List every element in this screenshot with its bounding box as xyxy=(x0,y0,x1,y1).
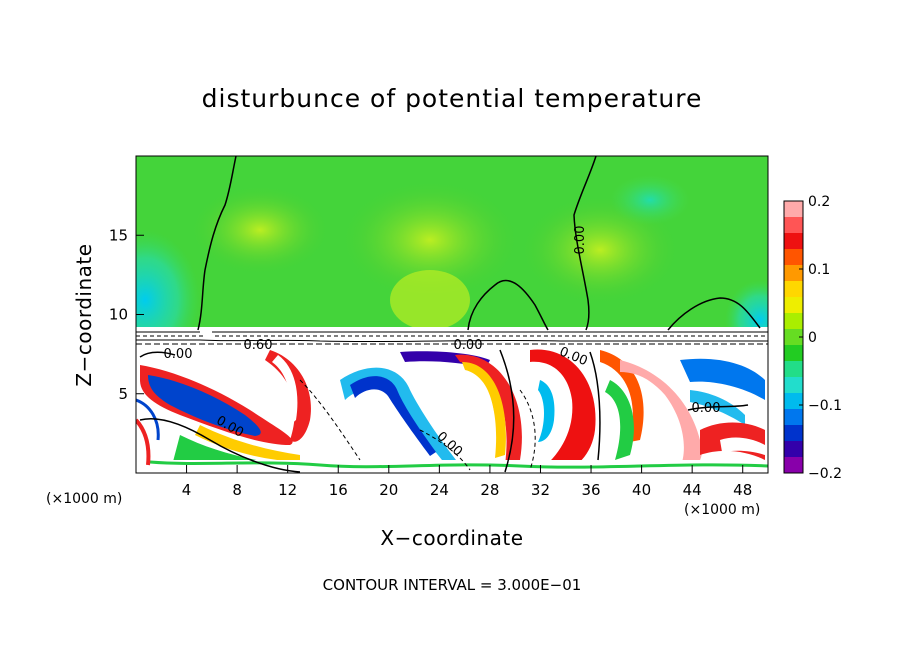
colorbar-swatch xyxy=(784,409,803,426)
x-tick-label: 4 xyxy=(182,481,192,499)
colorbar-swatch xyxy=(784,345,803,362)
colorbar-tick-label: 0 xyxy=(808,330,817,346)
colorbar-tick-label: −0.2 xyxy=(808,466,842,482)
colorbar-tick-label: 0.2 xyxy=(808,194,830,210)
x-axis: 4 8 12 16 20 24 28 32 36 40 44 48 xyxy=(182,465,752,499)
x-tick-label: 40 xyxy=(632,481,651,499)
colorbar-swatch xyxy=(784,329,803,346)
colorbar-tick-label: −0.1 xyxy=(808,398,842,414)
x-tick-label: 28 xyxy=(480,481,499,499)
contour-label: 0.00 xyxy=(573,226,588,255)
chart-title: disturbunce of potential temperature xyxy=(201,84,703,113)
contour-interval-note: CONTOUR INTERVAL = 3.000E−01 xyxy=(322,576,582,594)
x-axis-label: X−coordinate xyxy=(380,526,524,550)
x-tick-label: 44 xyxy=(683,481,702,499)
colorbar-swatch xyxy=(784,377,803,394)
colorbar-swatch xyxy=(784,457,803,474)
colorbar-swatch xyxy=(784,361,803,378)
warm-region xyxy=(340,180,520,300)
warm-region xyxy=(390,270,470,330)
x-tick-label: 48 xyxy=(733,481,752,499)
colorbar-swatch xyxy=(784,265,803,282)
contour-label: 0.00 xyxy=(164,347,193,362)
cool-region xyxy=(610,175,690,225)
x-tick-label: 16 xyxy=(329,481,348,499)
y-tick-label: 10 xyxy=(109,306,128,324)
colorbar-swatch xyxy=(784,441,803,458)
colorbar-swatch xyxy=(784,217,803,234)
colorbar-swatch xyxy=(784,297,803,314)
x-tick-label: 12 xyxy=(278,481,297,499)
colorbar-swatch xyxy=(784,249,803,266)
y-tick-label: 5 xyxy=(118,385,128,403)
y-axis-label: Z−coordinate xyxy=(72,243,96,387)
colorbar-swatch xyxy=(784,425,803,442)
x-tick-label: 36 xyxy=(581,481,600,499)
x-unit-label: (×1000 m) xyxy=(46,491,123,507)
x-tick-label: 20 xyxy=(379,481,398,499)
x-tick-label: 8 xyxy=(232,481,242,499)
x-tick-label: 32 xyxy=(531,481,550,499)
transition-band xyxy=(136,327,768,349)
warm-filament xyxy=(455,354,522,465)
contour-label: 0.00 xyxy=(692,401,721,416)
x-tick-label: 24 xyxy=(430,481,449,499)
x-unit-label-right: (×1000 m) xyxy=(684,502,761,518)
colorbar-tick-label: 0.1 xyxy=(808,262,830,278)
field-area xyxy=(136,156,768,473)
colorbar: 0.2 0.1 0 −0.1 −0.2 xyxy=(783,194,842,482)
contour-label: 0.60 xyxy=(244,338,273,353)
contour-lines xyxy=(139,156,761,473)
colorbar-swatch xyxy=(784,201,803,218)
warm-region xyxy=(190,185,330,275)
colorbar-swatch xyxy=(784,393,803,410)
colorbar-swatch xyxy=(784,281,803,298)
colorbar-swatch xyxy=(784,233,803,250)
colorbar-swatch xyxy=(784,313,803,330)
cold-filament xyxy=(680,358,765,400)
y-tick-label: 15 xyxy=(109,226,128,244)
y-axis: 5 10 15 xyxy=(109,226,144,403)
cold-filament xyxy=(148,375,261,436)
contour-label: 0.00 xyxy=(454,338,483,353)
